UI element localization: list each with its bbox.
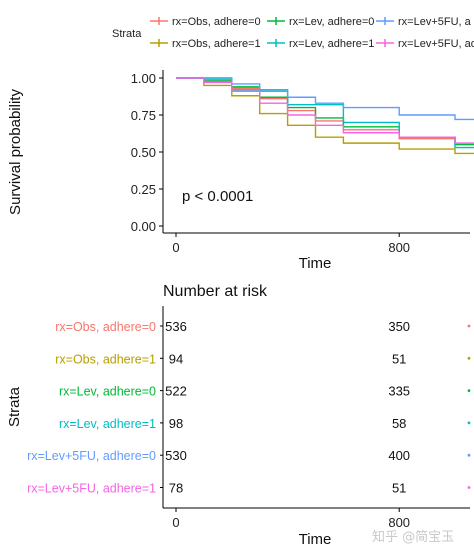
risk-row-label: rx=Lev, adhere=0 [59,385,156,399]
y-tick-label: 0.50 [131,145,156,160]
risk-value: 51 [392,481,406,496]
risk-value: 94 [169,351,183,366]
legend-title: Strata [112,28,142,40]
risk-value: 536 [165,319,187,334]
legend-label: rx=Obs, adhere=0 [172,16,261,28]
x-tick-label: 0 [172,240,179,255]
risk-x-tick-label: 800 [388,515,410,530]
risk-table-title: Number at risk [163,283,268,300]
risk-value: 335 [388,384,410,399]
y-tick-label: 0.75 [131,108,156,123]
risk-row-marker [467,421,471,425]
y-tick-label: 0.25 [131,182,156,197]
risk-value: 78 [169,481,183,496]
risk-x-tick-label: 0 [172,515,179,530]
risk-value: 400 [388,448,410,463]
risk-row-label: rx=Obs, adhere=0 [55,320,156,334]
risk-value: 522 [165,384,187,399]
survival-curve [176,77,474,149]
risk-row-marker [467,389,471,392]
risk-value: 98 [169,416,183,431]
legend-label: rx=Lev, adhere=1 [289,38,374,50]
legend-label: rx=Obs, adhere=1 [172,38,261,50]
risk-row-label: rx=Lev+5FU, adhere=0 [27,449,156,463]
survival-curve [176,77,474,121]
risk-row-label: rx=Obs, adhere=1 [55,352,156,366]
risk-value: 350 [388,319,410,334]
y-tick-label: 0.00 [131,219,156,234]
risk-x-axis-title: Time [299,531,332,548]
risk-row-marker [467,356,471,360]
risk-row-marker [467,453,471,457]
legend-label: rx=Lev, adhere=0 [289,16,374,28]
x-tick-label: 800 [388,240,410,255]
y-axis-title: Survival probability [7,89,24,215]
watermark: 知乎 @简宝玉 [372,530,455,545]
risk-row-marker [467,324,471,328]
risk-row-label: rx=Lev+5FU, adhere=1 [27,482,156,496]
risk-value: 530 [165,448,187,463]
risk-value: 51 [392,351,406,366]
risk-y-axis-title: Strata [6,386,23,427]
p-value-annotation: p < 0.0001 [182,188,253,205]
survival-curve [176,77,474,155]
legend-label: rx=Lev+5FU, a [398,16,472,28]
y-tick-label: 1.00 [131,71,156,86]
risk-row-marker [467,486,471,489]
risk-value: 58 [392,416,406,431]
survival-curve [176,77,474,144]
legend-label: rx=Lev+5FU, adhere=1 [398,38,474,50]
x-axis-title: Time [299,255,332,272]
risk-row-label: rx=Lev, adhere=1 [59,417,156,431]
